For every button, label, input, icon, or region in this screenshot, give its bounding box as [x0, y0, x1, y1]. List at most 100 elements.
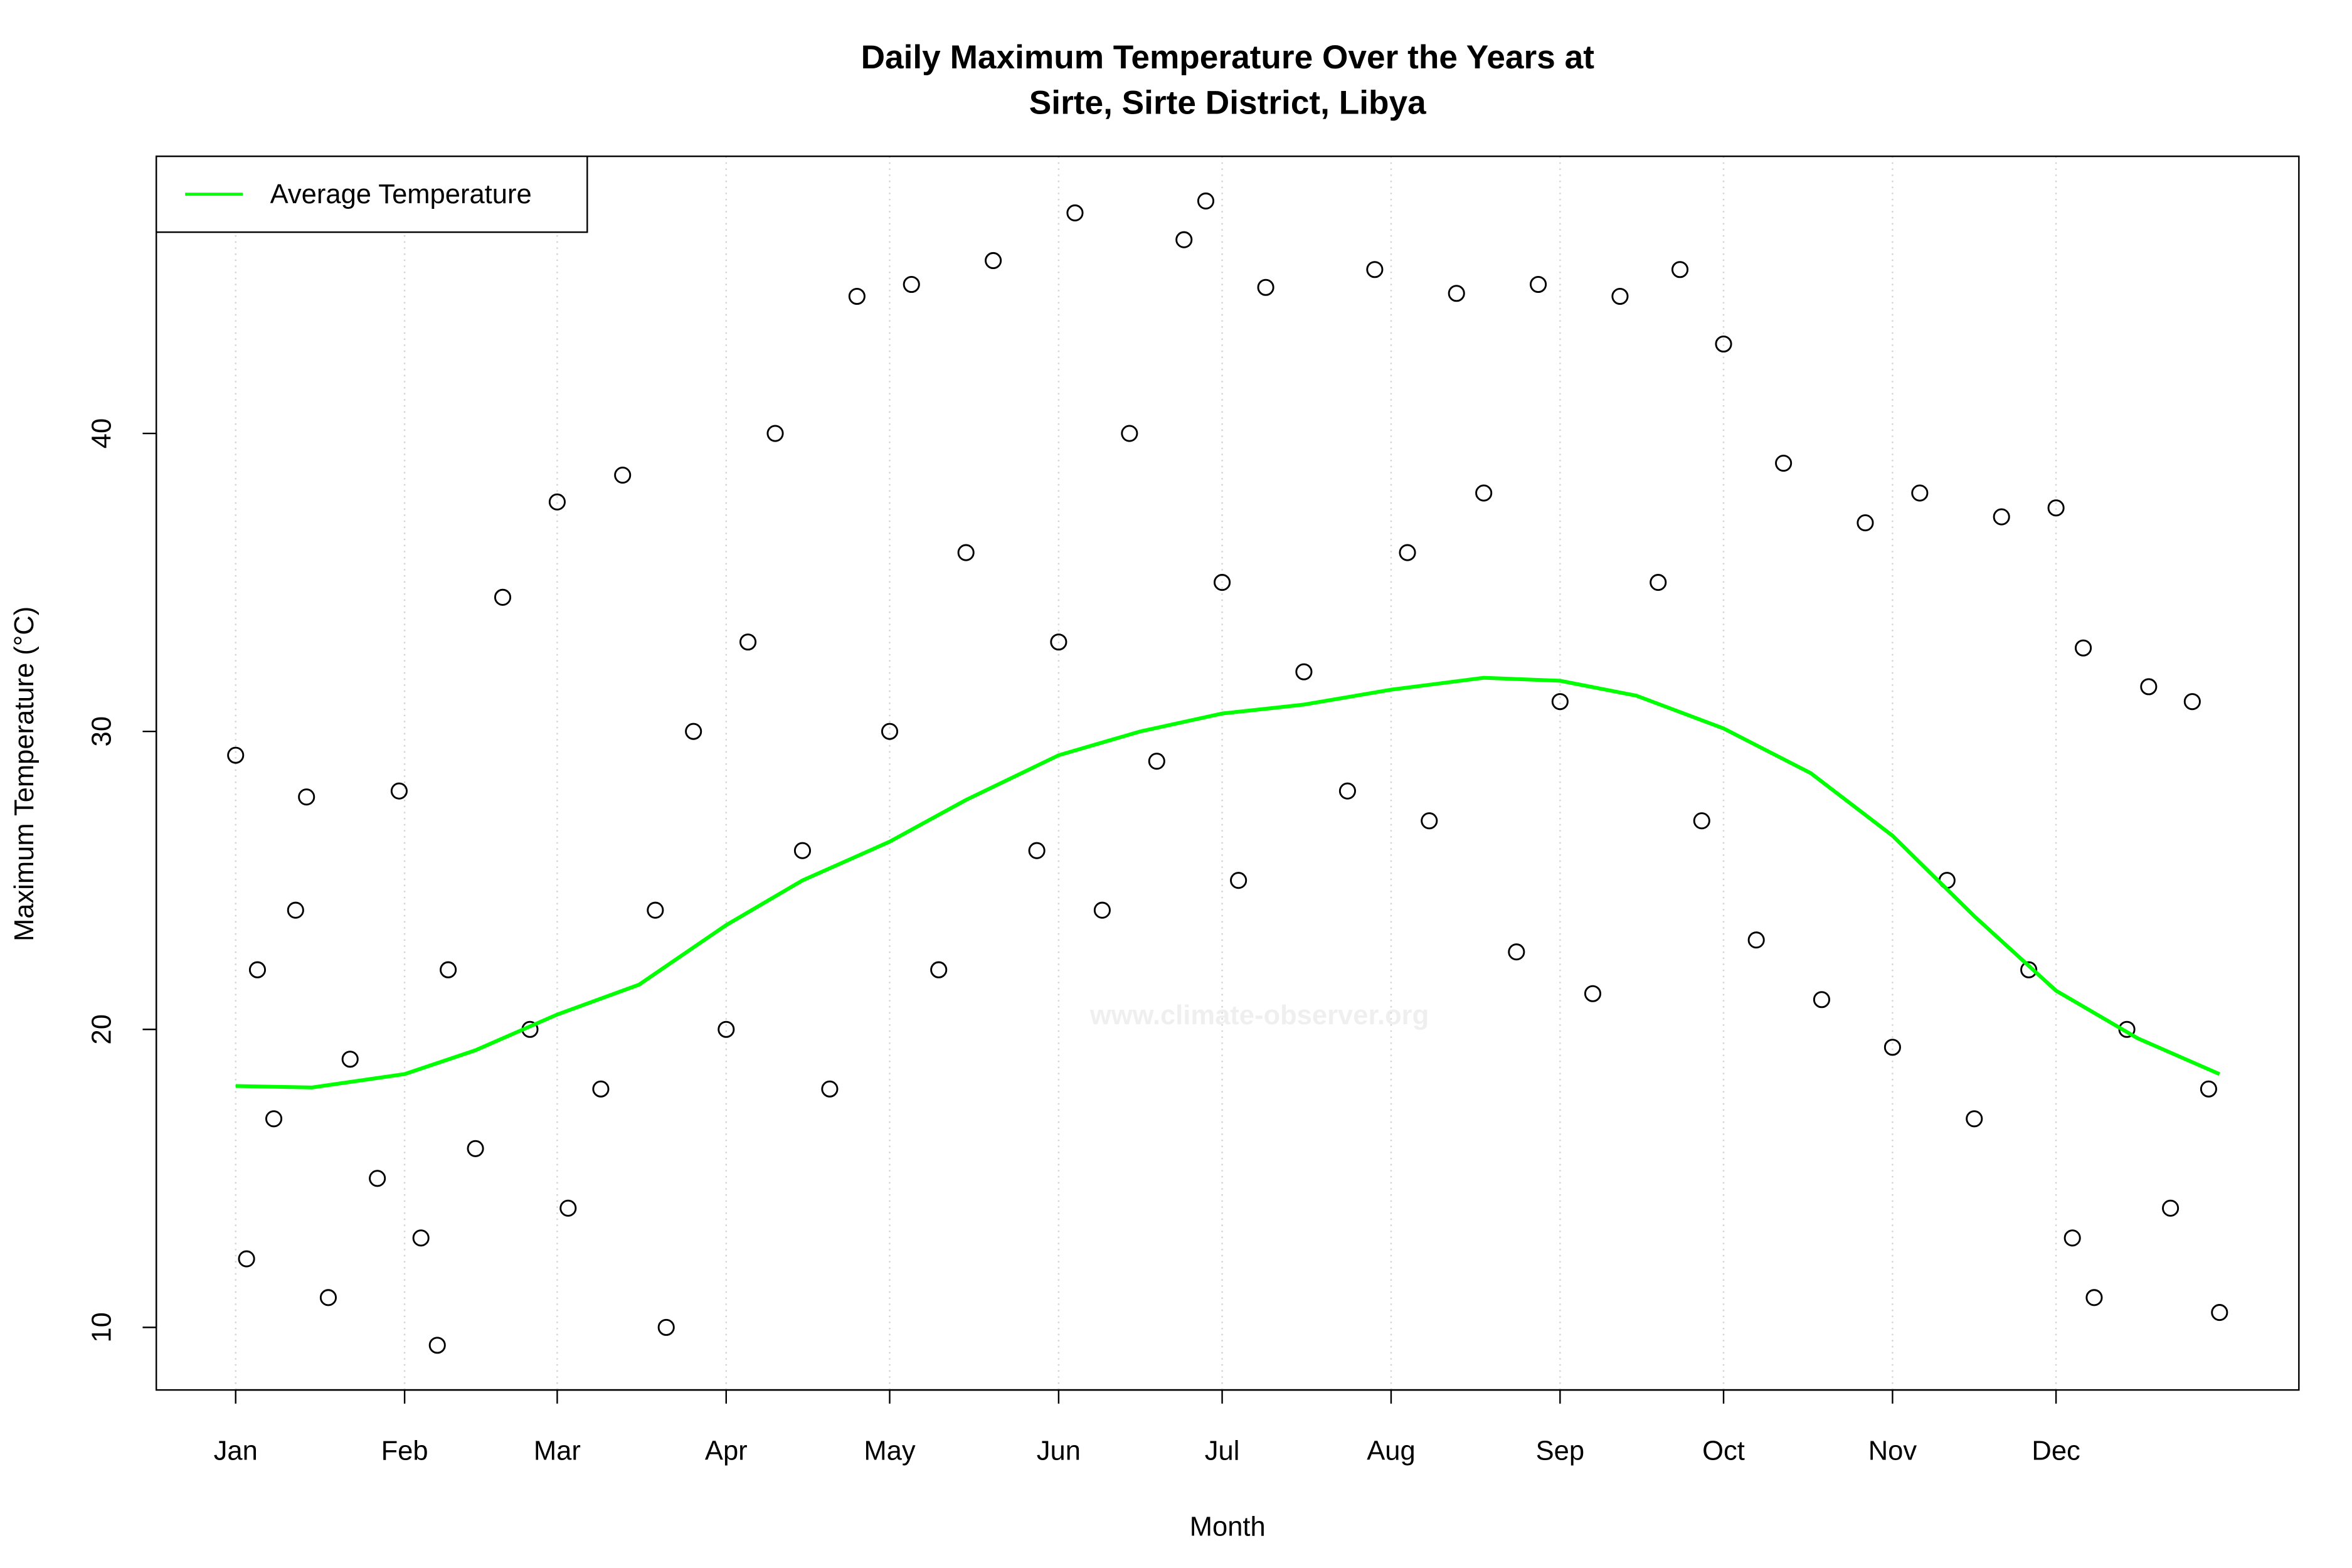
data-point [369, 1170, 386, 1187]
data-point [1421, 812, 1438, 830]
data-point [1093, 901, 1111, 919]
data-point [390, 782, 408, 800]
data-point [881, 723, 899, 740]
data-point [341, 1051, 359, 1068]
scatter-points [227, 192, 2228, 1354]
x-tick-label: Jan [214, 1436, 258, 1466]
plot-frame [155, 155, 2300, 1391]
data-point [1993, 508, 2010, 526]
y-axis-label: Maximum Temperature (°C) [9, 607, 40, 941]
data-point [467, 1140, 484, 1157]
data-point [1338, 782, 1356, 800]
data-point [1584, 985, 1602, 1002]
data-point [319, 1289, 337, 1306]
data-point [2200, 1080, 2217, 1098]
data-point [647, 901, 664, 919]
y-tick-label: 30 [87, 716, 117, 746]
data-point [739, 633, 757, 651]
data-point [2162, 1199, 2180, 1217]
data-point [1214, 574, 1231, 591]
data-point [2211, 1304, 2228, 1322]
data-point [1911, 484, 1929, 502]
data-point [2075, 639, 2092, 657]
data-point [1448, 285, 1465, 302]
data-point [227, 746, 245, 764]
data-point [2183, 693, 2201, 711]
data-point [1747, 931, 1765, 949]
data-point [685, 723, 702, 740]
y-tick-label: 10 [87, 1312, 117, 1342]
data-point [2140, 678, 2158, 696]
data-point [1883, 1039, 1901, 1056]
x-tick-label: Aug [1367, 1436, 1415, 1466]
data-point [248, 961, 267, 978]
data-point [1197, 192, 1215, 210]
data-point [848, 287, 866, 305]
data-point [592, 1080, 610, 1098]
x-tick-label: Jul [1205, 1436, 1240, 1466]
data-point [1857, 514, 1874, 532]
data-point [1966, 1110, 1983, 1128]
data-point [1175, 231, 1193, 248]
data-point [559, 1199, 577, 1217]
average-line [235, 675, 2221, 1089]
data-point [1257, 278, 1274, 296]
legend-label: Average Temperature [270, 179, 532, 209]
data-point [1050, 633, 1067, 651]
x-tick-label: Oct [1702, 1436, 1745, 1466]
x-tick-label: Dec [2032, 1436, 2080, 1466]
data-point [2047, 499, 2065, 517]
data-point [412, 1229, 430, 1247]
data-point [1066, 204, 1084, 222]
chart-title: Sirte, Sirte District, Libya [1029, 84, 1426, 121]
data-point [428, 1337, 446, 1354]
data-point [2085, 1289, 2103, 1306]
chart-title: Daily Maximum Temperature Over the Years… [861, 39, 1595, 76]
data-point [1028, 842, 1046, 859]
x-tick-label: Feb [381, 1436, 428, 1466]
data-point [614, 467, 632, 484]
data-point [2020, 961, 2038, 978]
data-point [930, 961, 948, 978]
data-point [287, 901, 304, 919]
data-point [1530, 275, 1547, 294]
data-point [2063, 1229, 2081, 1247]
data-point [657, 1318, 675, 1336]
data-point [1775, 455, 1793, 472]
data-point [957, 544, 975, 561]
data-point [1551, 693, 1569, 711]
data-point [1475, 484, 1493, 502]
y-tick-label: 40 [87, 418, 117, 448]
x-tick-label: May [864, 1436, 915, 1466]
data-point [1813, 991, 1830, 1009]
data-point [238, 1250, 255, 1268]
data-point [548, 493, 566, 511]
x-axis-label: Month [1190, 1512, 1266, 1542]
data-point [265, 1110, 283, 1128]
x-tick-label: Mar [534, 1436, 581, 1466]
data-point [1366, 261, 1384, 278]
data-point [718, 1020, 735, 1038]
x-tick-label: Jun [1037, 1436, 1081, 1466]
data-point [793, 842, 812, 859]
data-point [1611, 287, 1629, 305]
watermark: www.climate-observer.org [1089, 1000, 1429, 1030]
x-tick-label: Nov [1868, 1436, 1917, 1466]
x-tick-label: Apr [705, 1436, 748, 1466]
data-point [1671, 261, 1689, 278]
data-point [1121, 425, 1138, 442]
data-point [1399, 544, 1416, 561]
data-point [903, 275, 920, 294]
data-point [1508, 943, 1525, 961]
data-point [985, 252, 1002, 270]
y-tick-label: 20 [87, 1014, 117, 1044]
data-point [1715, 335, 1732, 353]
data-point [1230, 872, 1248, 889]
data-point [1295, 663, 1313, 681]
x-tick-label: Sep [1536, 1436, 1584, 1466]
data-point [298, 788, 315, 806]
data-point [1693, 812, 1710, 830]
data-point [494, 588, 512, 606]
